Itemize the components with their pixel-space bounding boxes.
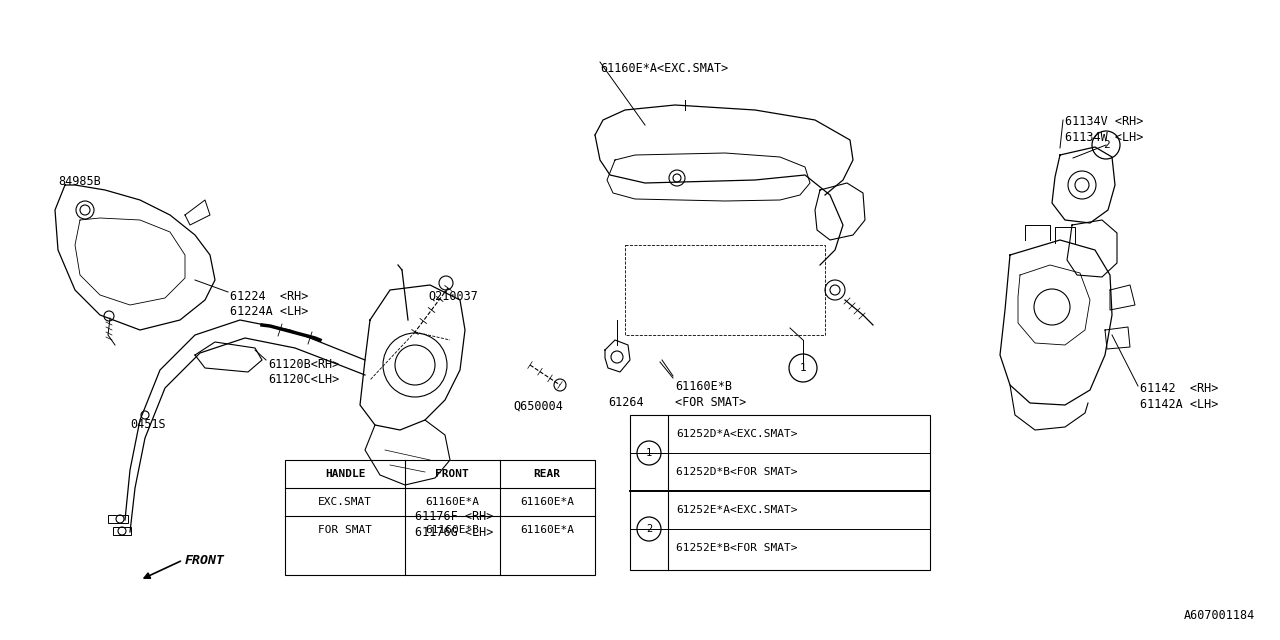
Text: 61252D*B<FOR SMAT>: 61252D*B<FOR SMAT> — [676, 467, 797, 477]
Text: 61142  <RH>: 61142 <RH> — [1140, 382, 1219, 395]
Text: 61176G <LH>: 61176G <LH> — [415, 526, 493, 539]
Text: REAR: REAR — [534, 469, 561, 479]
Text: 61252D*A<EXC.SMAT>: 61252D*A<EXC.SMAT> — [676, 429, 797, 439]
Text: 61160E*A: 61160E*A — [520, 497, 573, 507]
Text: 2: 2 — [1102, 140, 1110, 150]
Text: 84985B: 84985B — [58, 175, 101, 188]
Text: 61120C<LH>: 61120C<LH> — [268, 373, 339, 386]
Text: EXC.SMAT: EXC.SMAT — [317, 497, 372, 507]
Text: 61134W <LH>: 61134W <LH> — [1065, 131, 1143, 144]
Text: 61224  <RH>: 61224 <RH> — [230, 290, 308, 303]
Text: 1: 1 — [646, 448, 652, 458]
Text: 61142A <LH>: 61142A <LH> — [1140, 398, 1219, 411]
Bar — [108, 515, 128, 523]
Bar — [630, 415, 931, 570]
Text: Q210037: Q210037 — [428, 290, 477, 303]
Text: 61120B<RH>: 61120B<RH> — [268, 358, 339, 371]
Bar — [285, 460, 595, 575]
Text: 1: 1 — [800, 363, 806, 373]
Bar — [113, 527, 131, 535]
Text: 61160E*A: 61160E*A — [425, 497, 479, 507]
Text: 61176F <RH>: 61176F <RH> — [415, 510, 493, 523]
Text: 61264: 61264 — [608, 396, 644, 409]
Text: <FOR SMAT>: <FOR SMAT> — [675, 396, 746, 409]
Text: 61134V <RH>: 61134V <RH> — [1065, 115, 1143, 128]
Text: HANDLE: HANDLE — [325, 469, 365, 479]
Text: 61252E*A<EXC.SMAT>: 61252E*A<EXC.SMAT> — [676, 505, 797, 515]
Text: 61224A <LH>: 61224A <LH> — [230, 305, 308, 318]
Text: 2: 2 — [646, 524, 652, 534]
Bar — [625, 245, 826, 335]
Text: FRONT: FRONT — [435, 469, 468, 479]
Text: 61252E*B<FOR SMAT>: 61252E*B<FOR SMAT> — [676, 543, 797, 553]
Text: 61160E*B: 61160E*B — [675, 380, 732, 393]
Text: 61160E*A: 61160E*A — [520, 525, 573, 535]
Text: 61160E*A<EXC.SMAT>: 61160E*A<EXC.SMAT> — [600, 62, 728, 75]
Text: FRONT: FRONT — [186, 554, 225, 566]
Text: A607001184: A607001184 — [1184, 609, 1254, 622]
Text: 0451S: 0451S — [131, 418, 165, 431]
Text: 61160E*B: 61160E*B — [425, 525, 479, 535]
Text: FOR SMAT: FOR SMAT — [317, 525, 372, 535]
Text: Q650004: Q650004 — [513, 400, 563, 413]
